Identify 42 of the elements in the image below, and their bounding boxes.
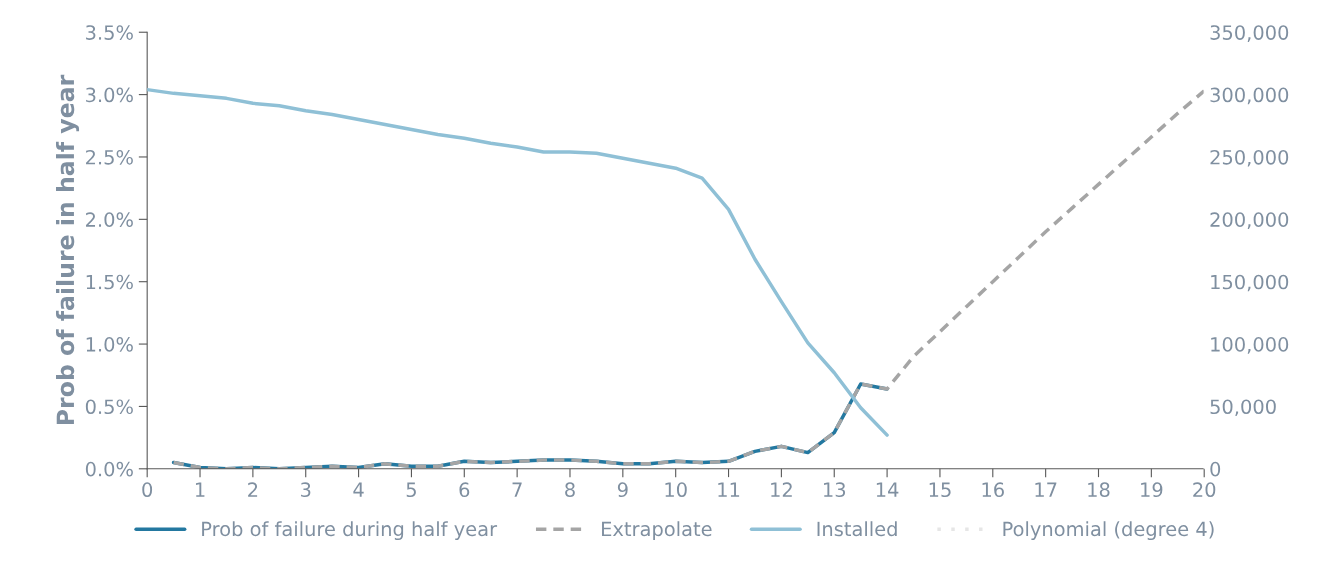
y-tick-label: 0.0% <box>85 461 133 477</box>
legend-label: Prob of failure during half year <box>202 521 498 541</box>
y-tick-label: 3.5% <box>86 25 133 40</box>
y2-tick-label: 250,000 <box>1210 149 1289 167</box>
y-tick-label: 3.0% <box>86 87 133 103</box>
x-tick-label: 6 <box>459 482 470 498</box>
x-tick-label: 15 <box>929 482 951 498</box>
y-axis-title: Prob of failure in half year <box>56 74 80 425</box>
x-tick-label: 7 <box>512 482 522 497</box>
x-tick-label: 19 <box>1141 482 1163 498</box>
x-tick-label: 12 <box>771 482 792 497</box>
x-tick-label: 2 <box>248 482 258 497</box>
legend-label: Extrapolate <box>602 521 712 541</box>
x-tick-label: 17 <box>1035 482 1057 497</box>
x-tick-label: 9 <box>617 482 628 498</box>
y-tick-label: 0.5% <box>85 399 133 415</box>
x-tick-label: 11 <box>718 482 740 497</box>
y2-tick-label: 350,000 <box>1210 25 1289 42</box>
y2-tick-label: 300,000 <box>1210 87 1289 105</box>
y-tick-label: 1.5% <box>86 274 133 290</box>
y2-tick-label: 0 <box>1210 461 1221 477</box>
y2-tick-label: 50,000 <box>1210 399 1276 417</box>
x-tick-label: 16 <box>982 482 1004 498</box>
x-tick-label: 8 <box>565 482 575 498</box>
x-tick-label: 5 <box>406 482 416 498</box>
legend-label: Installed <box>817 521 897 537</box>
y2-tick-label: 100,000 <box>1211 337 1289 354</box>
x-tick-label: 3 <box>301 482 311 498</box>
y2-tick-label: 200,000 <box>1210 212 1289 229</box>
y-tick-label: 1.0% <box>86 337 133 352</box>
x-tick-label: 14 <box>876 482 899 497</box>
x-tick-label: 1 <box>195 482 205 497</box>
x-tick-label: 13 <box>824 482 846 498</box>
x-tick-label: 20 <box>1193 482 1216 498</box>
legend-label: Polynomial (degree 4) <box>1003 521 1214 541</box>
y-tick-label: 2.5% <box>86 149 133 165</box>
y-tick-label: 2.0% <box>86 212 133 227</box>
x-tick-label: 4 <box>353 482 364 497</box>
x-tick-label: 18 <box>1088 482 1110 498</box>
x-tick-label: 10 <box>665 482 687 498</box>
y2-tick-label: 150,000 <box>1211 274 1289 292</box>
x-tick-label: 0 <box>142 482 153 498</box>
